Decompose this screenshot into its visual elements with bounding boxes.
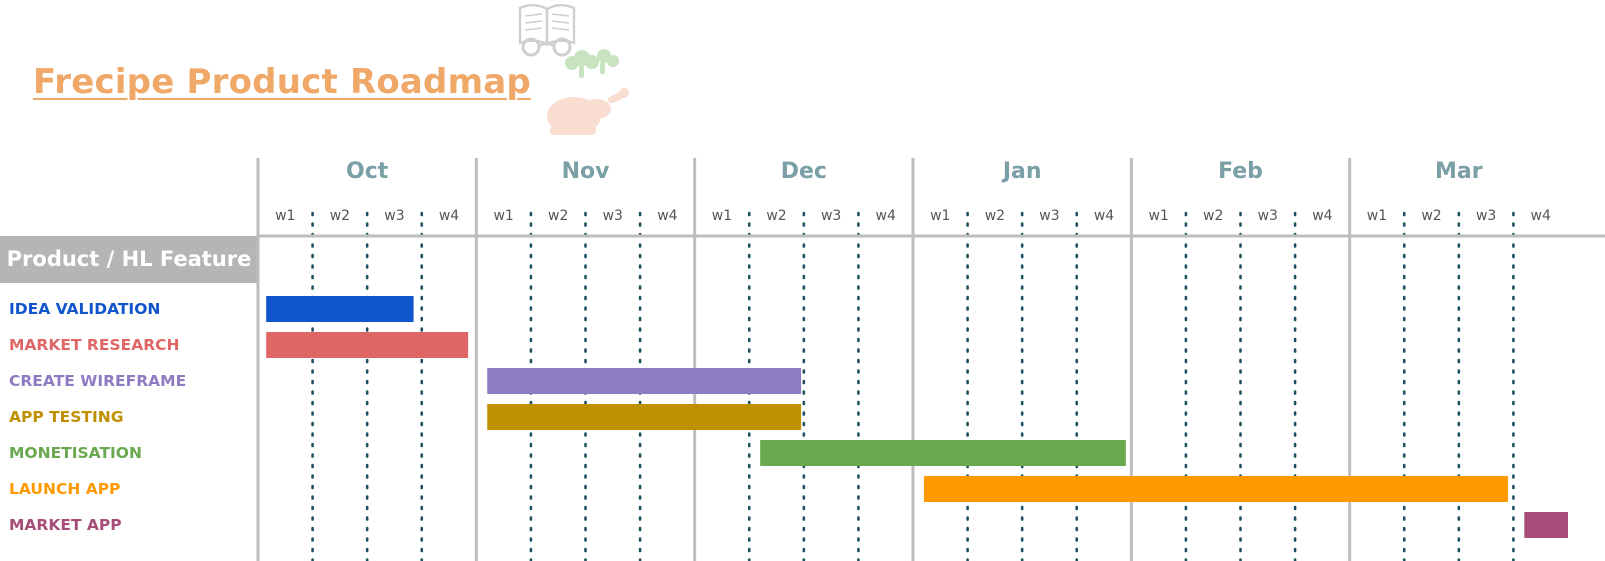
week-label: w4 [1531, 208, 1551, 224]
feature-header: Product / HL Feature [0, 236, 258, 283]
roast-chicken-icon [547, 88, 629, 135]
task-bar [760, 440, 1126, 466]
task-bar [923, 476, 1508, 502]
month-label: Mar [1435, 159, 1483, 184]
week-label: w4 [1094, 208, 1114, 224]
month-label: Nov [562, 159, 611, 184]
week-label: w1 [712, 208, 732, 224]
task-label: MONETISATION [9, 444, 142, 462]
week-label: w2 [1203, 208, 1223, 224]
month-label: Dec [781, 159, 827, 184]
week-label: w2 [548, 208, 568, 224]
task-label: MARKET APP [9, 516, 122, 534]
task-bar [266, 296, 414, 322]
month-label: Jan [1001, 159, 1042, 184]
week-label: w2 [985, 208, 1005, 224]
week-label: w3 [821, 208, 841, 224]
week-label: w2 [1421, 208, 1441, 224]
task-bar [266, 332, 469, 358]
week-label: w1 [493, 208, 513, 224]
week-label: w1 [275, 208, 295, 224]
task-bar [487, 368, 802, 394]
glasses-icon [521, 37, 572, 57]
week-label: w3 [384, 208, 404, 224]
broccoli-icon [565, 49, 619, 78]
task-label: LAUNCH APP [9, 480, 121, 498]
week-label: w3 [1476, 208, 1496, 224]
week-label: w3 [1039, 208, 1059, 224]
task-bar [1524, 512, 1568, 538]
week-label: w3 [1258, 208, 1278, 224]
week-label: w2 [766, 208, 786, 224]
week-label: w4 [439, 208, 459, 224]
week-label: w2 [330, 208, 350, 224]
task-label: CREATE WIREFRAME [9, 372, 187, 390]
task-label: APP TESTING [9, 408, 124, 426]
month-label: Feb [1218, 159, 1263, 184]
task-bar [487, 404, 802, 430]
week-label: w4 [657, 208, 677, 224]
week-label: w3 [603, 208, 623, 224]
page-title: Frecipe Product Roadmap [33, 62, 531, 102]
week-label: w4 [876, 208, 896, 224]
task-label: MARKET RESEARCH [9, 336, 180, 354]
week-label: w4 [1312, 208, 1332, 224]
month-label: Oct [346, 159, 389, 184]
week-label: w1 [1148, 208, 1168, 224]
week-label: w1 [1367, 208, 1387, 224]
recipe-illustration [518, 4, 629, 135]
week-label: w1 [930, 208, 950, 224]
task-label: IDEA VALIDATION [9, 300, 161, 318]
